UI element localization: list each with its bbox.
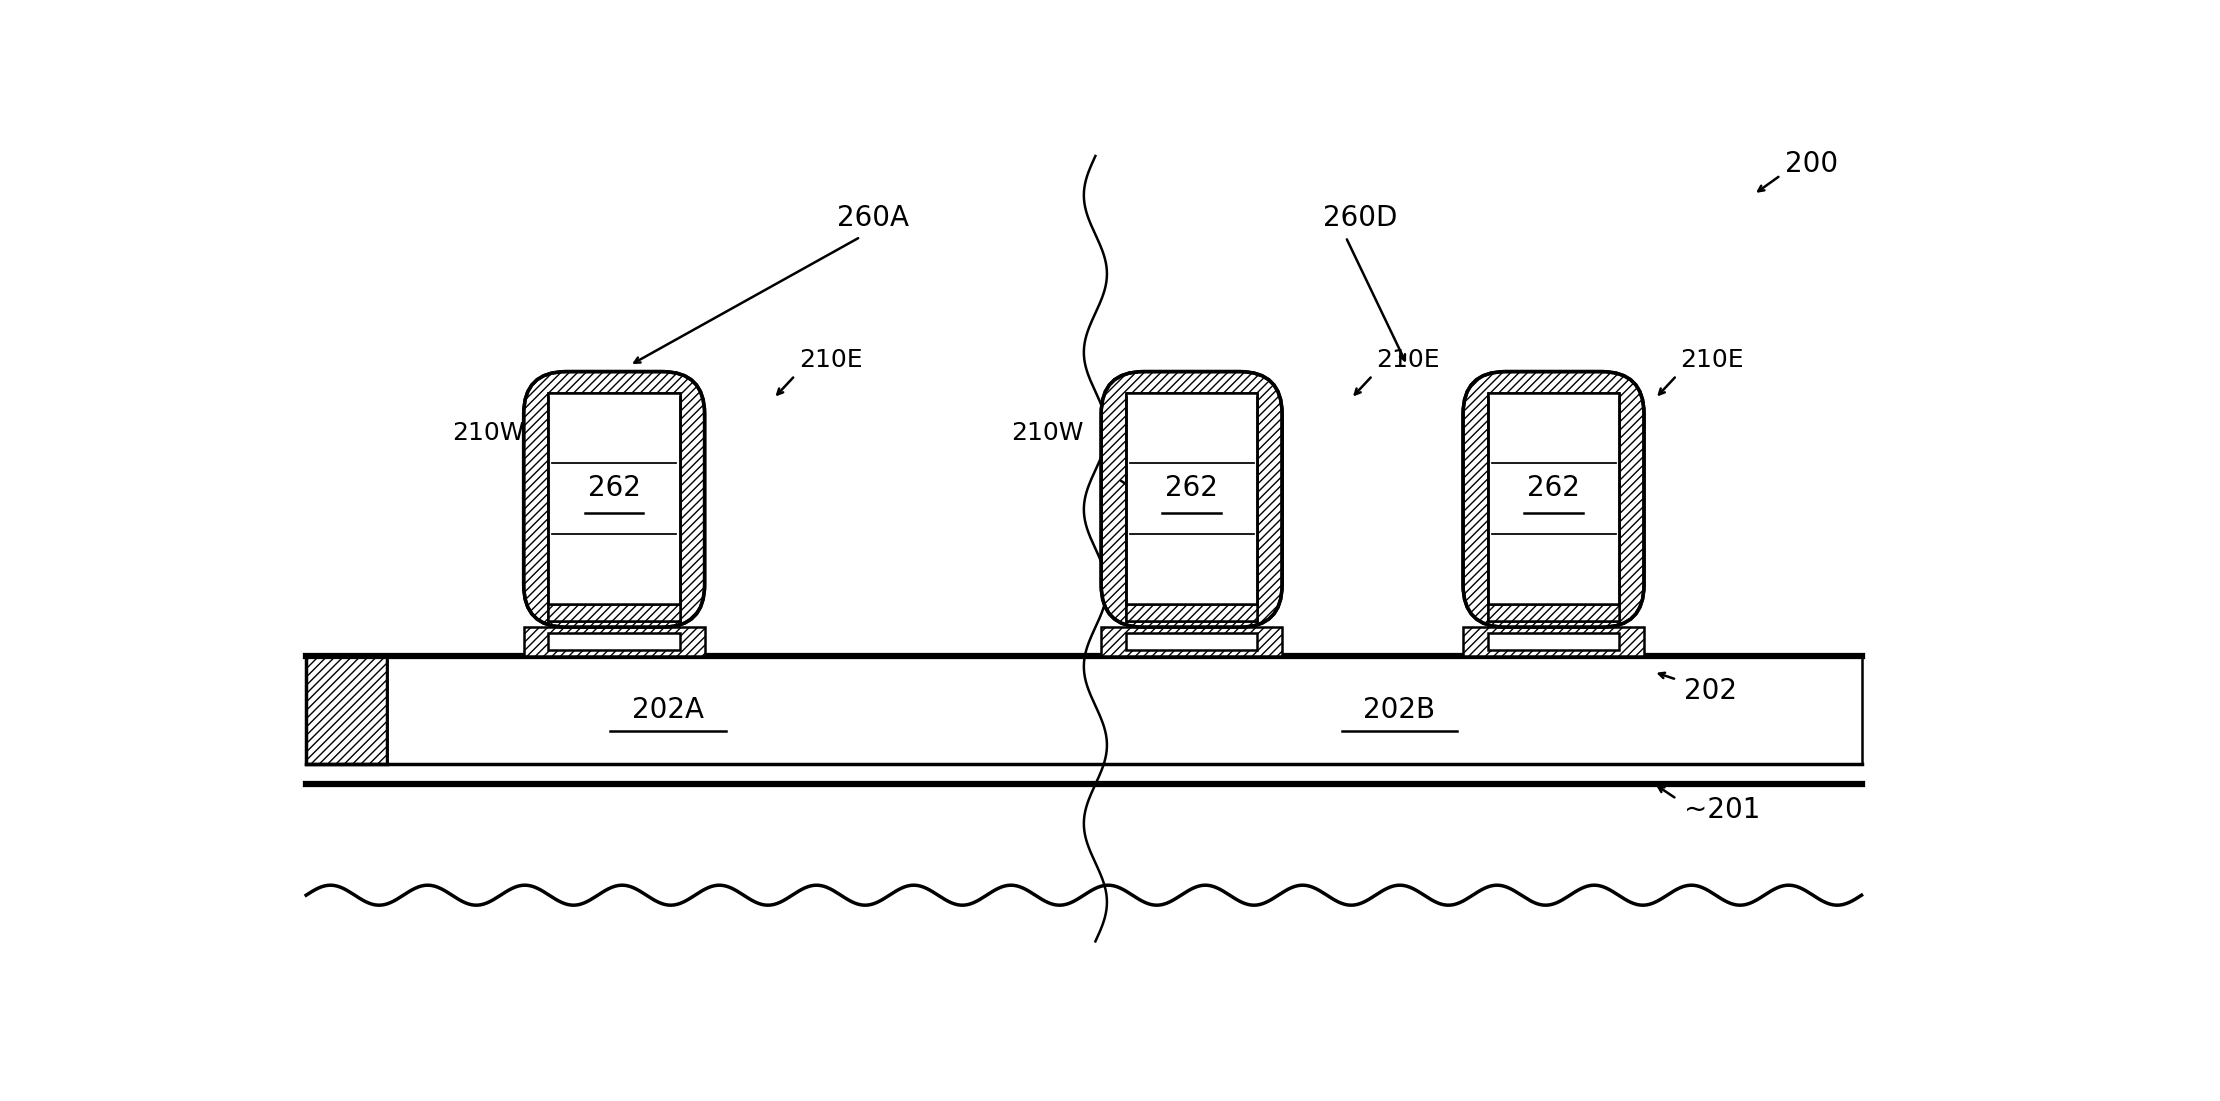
Bar [548, 604, 679, 621]
Bar [1487, 633, 1618, 651]
Text: 262: 262 [1527, 473, 1581, 502]
Text: 260D: 260D [1323, 204, 1396, 231]
Text: 202B: 202B [1363, 697, 1436, 724]
Bar [1101, 628, 1283, 656]
FancyBboxPatch shape [524, 372, 704, 628]
Bar [1126, 633, 1257, 651]
Bar [1487, 393, 1618, 621]
Text: 210E: 210E [1376, 348, 1441, 372]
Bar [386, 656, 1863, 764]
Text: 262: 262 [588, 473, 642, 502]
Bar [548, 393, 679, 604]
Text: 260A: 260A [837, 204, 910, 231]
Bar [1126, 393, 1257, 604]
Bar [1487, 393, 1618, 604]
FancyBboxPatch shape [1101, 372, 1283, 628]
Bar [1126, 393, 1257, 621]
Text: 202A: 202A [633, 697, 704, 724]
Bar [548, 633, 679, 651]
Text: 210E: 210E [799, 348, 864, 372]
Bar [524, 628, 704, 656]
Text: ~201: ~201 [1685, 796, 1760, 825]
Bar [306, 656, 386, 764]
Text: 210E: 210E [1681, 348, 1745, 372]
Bar [1126, 604, 1257, 621]
Bar [1487, 604, 1618, 621]
Text: 200: 200 [1785, 150, 1838, 177]
FancyBboxPatch shape [1463, 372, 1645, 628]
Bar [548, 393, 679, 621]
Text: 262: 262 [1166, 473, 1219, 502]
Bar [1463, 628, 1645, 656]
Text: 210W: 210W [1010, 422, 1083, 445]
Text: 202: 202 [1685, 677, 1738, 705]
Text: 210W: 210W [453, 422, 524, 445]
